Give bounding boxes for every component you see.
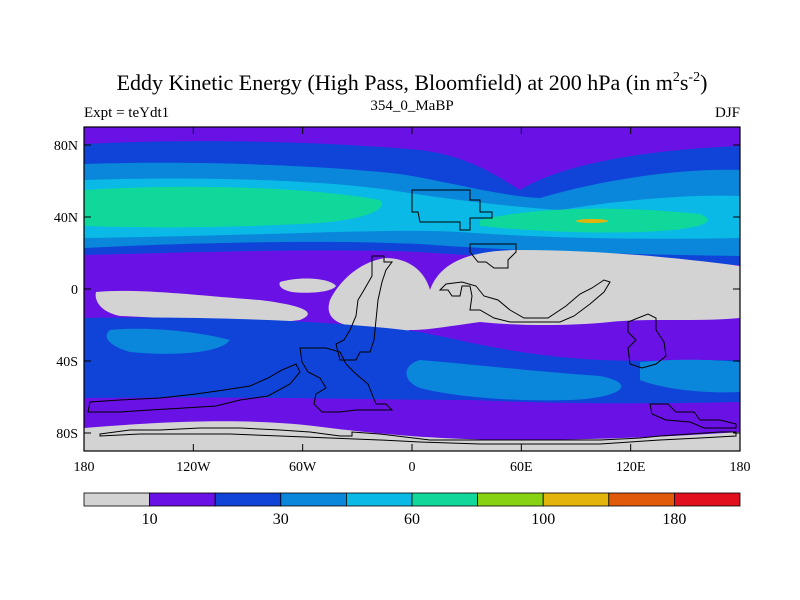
colorbar-segment-3 xyxy=(280,492,347,507)
band-nh-green xyxy=(84,186,382,228)
experiment-label: Expt = teYdt1 xyxy=(84,105,169,121)
colorbar-segment-9 xyxy=(674,492,741,507)
chart-title: Eddy Kinetic Energy (High Pass, Bloomfie… xyxy=(117,70,708,95)
field-shading xyxy=(84,127,740,451)
band-tropics-grey xyxy=(95,290,308,323)
colorbar-segment-6 xyxy=(477,492,544,507)
band-sh-mid xyxy=(106,328,230,354)
x-tick-label-2: 60W xyxy=(289,460,317,475)
coastline-asia-south xyxy=(438,279,611,323)
band-pacific-grey xyxy=(279,278,336,293)
colorbar-label-2: 60 xyxy=(404,511,420,528)
colorbar-label-4: 180 xyxy=(662,511,686,528)
colorbar-label-1: 30 xyxy=(273,511,289,528)
center-label: 354_0_MaBP xyxy=(370,98,453,114)
coastline-arabia xyxy=(469,243,517,269)
x-tick-label-4: 60E xyxy=(510,460,533,475)
coastline-australia xyxy=(627,313,667,369)
coastline-eurasia xyxy=(411,189,493,231)
coastlines xyxy=(87,189,737,445)
season-label: DJF xyxy=(715,105,740,121)
coastline-east-asia xyxy=(649,403,737,429)
x-axis: 180 120W 60W 0 60E 120E 180 xyxy=(74,127,751,475)
coastline-antarctica xyxy=(99,427,737,445)
colorbar: 10 30 60 100 180 xyxy=(83,492,741,528)
x-tick-label-1: 120W xyxy=(176,460,211,475)
colorbar-segment-8 xyxy=(608,492,675,507)
colorbar-segment-2 xyxy=(214,492,282,507)
x-tick-label-6: 180 xyxy=(730,460,751,475)
x-tick-label-0: 180 xyxy=(74,460,95,475)
colorbar-segment-7 xyxy=(542,492,610,507)
band-sh-mid-2 xyxy=(406,360,622,401)
colorbar-segment-4 xyxy=(345,492,413,507)
x-tick-label-5: 120E xyxy=(616,460,646,475)
coastline-south-america xyxy=(299,347,394,413)
colorbar-label-0: 10 xyxy=(142,511,158,528)
y-tick-label-3: 40S xyxy=(56,355,78,370)
colorbar-label-3: 100 xyxy=(531,511,555,528)
y-tick-label-1: 40N xyxy=(54,211,78,226)
coastline-africa xyxy=(335,255,393,361)
colorbar-segment-1 xyxy=(149,492,216,507)
y-tick-label-0: 80N xyxy=(54,139,78,154)
jet-core xyxy=(576,219,608,223)
y-axis: 80N 40N 0 40S 80S xyxy=(54,139,740,442)
colorbar-segment-0 xyxy=(83,492,150,507)
band-africa-grey xyxy=(328,250,740,333)
colorbar-segment-5 xyxy=(411,492,478,507)
coastline-north-america xyxy=(87,363,301,413)
x-tick-label-3: 0 xyxy=(409,460,416,475)
y-tick-label-2: 0 xyxy=(71,283,78,298)
y-tick-label-4: 80S xyxy=(56,427,78,442)
band-sh-mid-3 xyxy=(640,359,740,393)
